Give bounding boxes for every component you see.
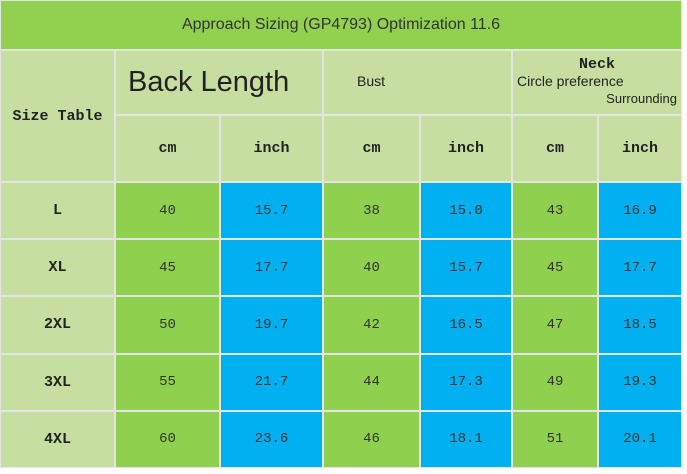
value-cell: 45 [512,239,598,297]
value-cell: 19.3 [598,353,682,411]
value-cell: 20.1 [598,410,682,468]
value-cell: 17.3 [420,353,512,411]
size-cell: 3XL [0,353,115,411]
value-cell: 60 [115,410,220,468]
value-cell: 42 [323,296,420,354]
value-cell: 19.7 [220,296,323,354]
value-cell: 40 [323,239,420,297]
value-cell: 21.7 [220,353,323,411]
size-cell: 4XL [0,410,115,468]
value-cell: 51 [512,410,598,468]
size-cell: 2XL [0,296,115,354]
unit-header: cm [323,115,420,182]
value-cell: 38 [323,182,420,240]
unit-header: inch [598,115,682,182]
value-cell: 40 [115,182,220,240]
value-cell: 43 [512,182,598,240]
unit-header: inch [420,115,512,182]
value-cell: 15.7 [220,182,323,240]
value-cell: 17.7 [598,239,682,297]
neck-label: Circle preference [517,73,624,89]
value-cell: 18.1 [420,410,512,468]
corner: Size Table [0,50,115,182]
value-cell: 45 [115,239,220,297]
group-header: Back Length [115,50,323,115]
value-cell: 17.7 [220,239,323,297]
size-cell: XL [0,239,115,297]
group-header: Neck Circle preference Surrounding [512,50,682,115]
value-cell: 15.0 [420,182,512,240]
unit-header: cm [512,115,598,182]
value-cell: 44 [323,353,420,411]
value-cell: 18.5 [598,296,682,354]
value-cell: 55 [115,353,220,411]
size-cell: L [0,182,115,240]
neck-label: Surrounding [606,91,677,106]
unit-header: cm [115,115,220,182]
title: Approach Sizing (GP4793) Optimization 11… [0,0,682,50]
value-cell: 49 [512,353,598,411]
value-cell: 50 [115,296,220,354]
value-cell: 16.9 [598,182,682,240]
value-cell: 16.5 [420,296,512,354]
neck-label: Neck [578,56,615,73]
group-header: Bust [323,50,512,115]
value-cell: 23.6 [220,410,323,468]
value-cell: 47 [512,296,598,354]
value-cell: 15.7 [420,239,512,297]
unit-header: inch [220,115,323,182]
value-cell: 46 [323,410,420,468]
